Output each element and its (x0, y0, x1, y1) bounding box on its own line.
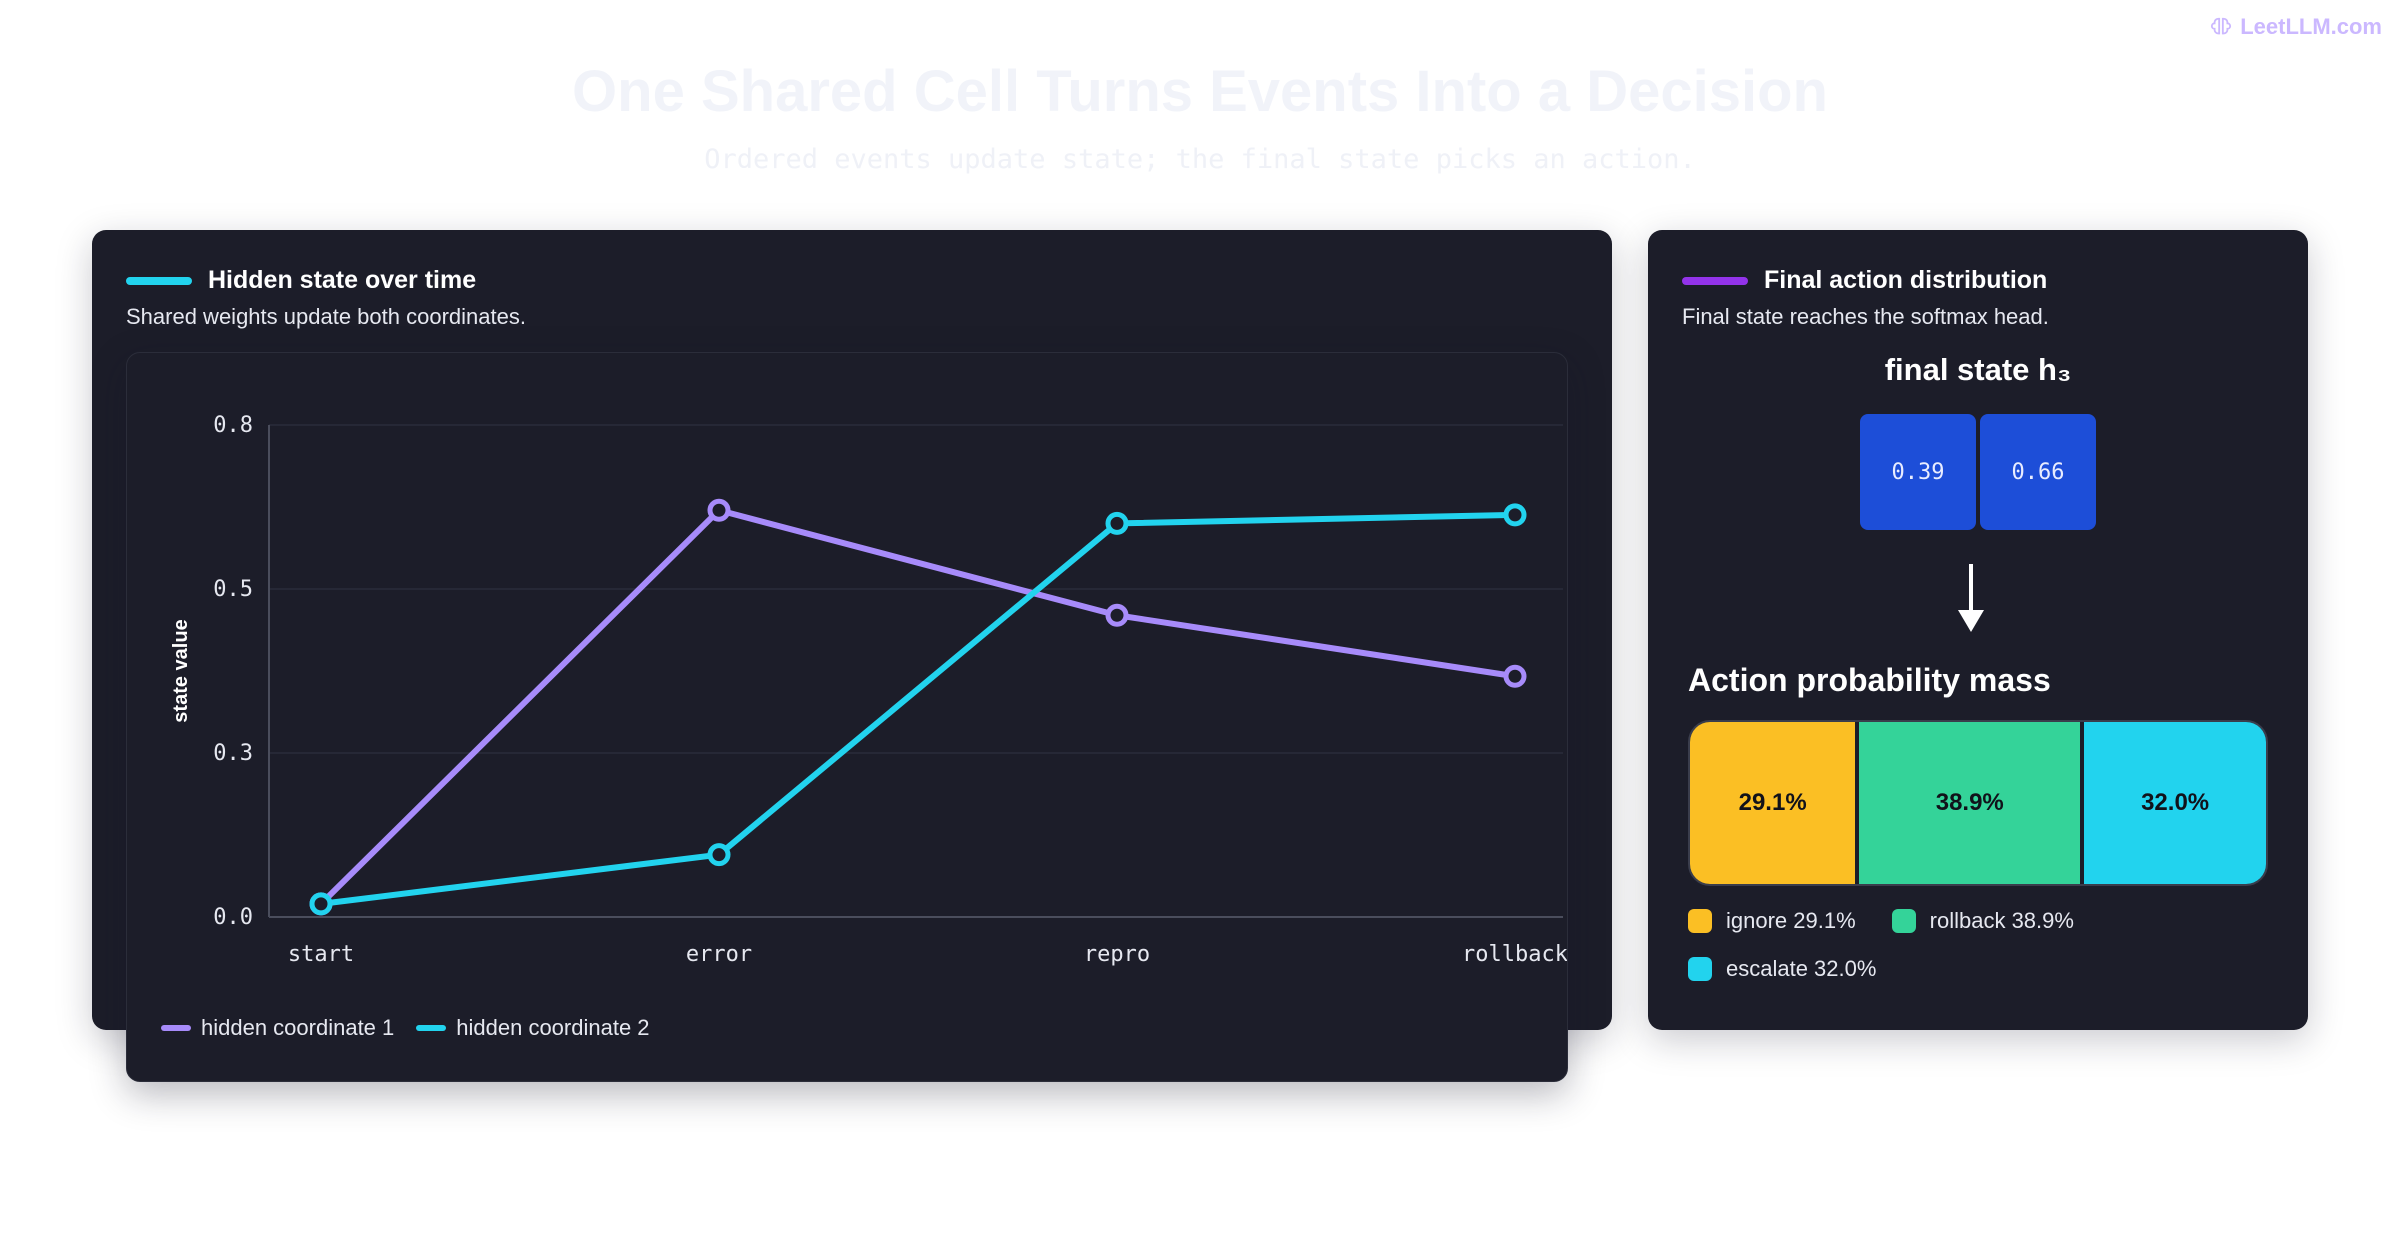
chart-legend: hidden coordinate 1 hidden coordinate 2 (161, 1015, 650, 1041)
x-tick-label: rollback (1462, 942, 1567, 967)
legend-swatch (1688, 957, 1712, 981)
data-point (1503, 664, 1527, 688)
arrow-down-icon (1958, 564, 1984, 632)
final-state-vector: 0.39 0.66 (1860, 414, 2096, 530)
line-chart: 0.0 0.3 0.5 0.8 start error repro rollback state… (170, 413, 1567, 967)
state-value-cell: 0.39 (1860, 414, 1976, 530)
card-subtitle: Final state reaches the softmax head. (1682, 304, 2049, 329)
y-tick-label: 0.8 (213, 413, 253, 438)
card-subtitle: Shared weights update both coordinates. (126, 304, 526, 329)
probability-bar: 29.1% 38.9% 32.0% (1688, 720, 2268, 886)
legend-label: rollback 38.9% (1929, 908, 2074, 933)
x-tick-label: start (288, 942, 354, 967)
brand-label: LeetLLM.com (2240, 14, 2382, 39)
chart-panel: 0.0 0.3 0.5 0.8 start error repro rollback state… (126, 352, 1568, 1082)
action-card-header: Final action distribution (1682, 266, 2047, 295)
page-title: One Shared Cell Turns Events Into a Deci… (572, 59, 1828, 124)
legend-label: hidden coordinate 1 (201, 1015, 395, 1040)
data-point (1503, 503, 1527, 527)
probability-segment: 38.9% (1855, 722, 2081, 884)
brand-logo[interactable]: LeetLLM.com (2210, 14, 2382, 40)
probability-segment: 32.0% (2080, 722, 2266, 884)
data-point (309, 892, 333, 916)
legend-swatch (1688, 909, 1712, 933)
data-point (1105, 603, 1129, 627)
hidden-state-card-header: Hidden state over time (126, 266, 476, 295)
state-value-cell: 0.66 (1980, 414, 2096, 530)
probability-legend-item: rollback 38.9% (1891, 908, 2074, 934)
data-point (707, 498, 731, 522)
action-distribution-card: Final action distribution Final state re… (1648, 230, 2308, 1030)
y-tick-label: 0.0 (213, 905, 253, 930)
legend-label: hidden coordinate 2 (456, 1015, 650, 1040)
data-point (1105, 511, 1129, 535)
card-accent-bar (126, 276, 192, 285)
probability-legend-item: escalate 32.0% (1688, 956, 1876, 982)
legend-item: hidden coordinate 2 (416, 1015, 650, 1041)
legend-swatch (1891, 909, 1916, 933)
page-subtitle: Ordered events update state; the final s… (704, 144, 1696, 175)
legend-swatch (161, 1025, 191, 1031)
card-title: Final action distribution (1764, 266, 2048, 294)
series-line (318, 511, 1518, 907)
legend-label: ignore 29.1% (1726, 908, 1856, 933)
series-line (318, 507, 1518, 907)
card-accent-bar (1682, 276, 1748, 285)
legend-label: escalate 32.0% (1726, 956, 1877, 981)
data-point (707, 843, 731, 867)
x-tick-label: error (686, 942, 752, 967)
final-state-title: final state h₃ (1884, 352, 2072, 387)
legend-item: hidden coordinate 1 (161, 1015, 394, 1041)
y-axis-label: state value (170, 619, 192, 722)
y-tick-label: 0.3 (213, 741, 253, 766)
legend-swatch (416, 1025, 447, 1031)
probability-segment: 29.1% (1690, 722, 1856, 884)
card-title: Hidden state over time (208, 266, 477, 294)
brain-icon (2211, 17, 2232, 35)
probability-mass-title: Action probability mass (1688, 662, 2051, 698)
x-tick-label: repro (1084, 942, 1150, 967)
probability-legend-item: ignore 29.1% (1688, 908, 1856, 934)
probability-legend: ignore 29.1% rollback 38.9% escalate 32.0% (1688, 908, 2288, 982)
y-tick-label: 0.5 (213, 577, 253, 602)
